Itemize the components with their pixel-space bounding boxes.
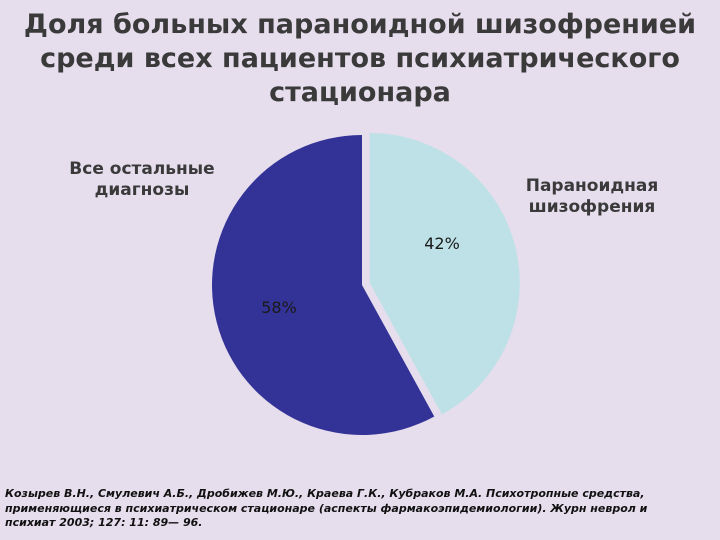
slice-value-label-2: 58% (261, 298, 297, 317)
chart-title-line-2: среди всех пациентов психиатрического (40, 43, 680, 74)
chart-title: Доля больных параноидной шизофренией сре… (0, 8, 720, 110)
source-line-2: применяющиеся в психиатрическом стациона… (5, 501, 648, 515)
pie-slice-1 (369, 133, 520, 415)
slice-category-label-2: Все остальные диагнозы (69, 159, 214, 200)
chart-title-line-1: Доля больных параноидной шизофренией (23, 9, 697, 40)
pie-slice-2 (212, 135, 435, 436)
source-line-1: Козырев В.Н., Смулевич А.Б., Дробижев М.… (5, 487, 645, 500)
slice-value-label-1: 42% (424, 234, 460, 253)
slice-category-label-1: Параноидная шизофрения (526, 176, 659, 217)
chart-title-line-3: стационара (269, 77, 451, 108)
source-line-3: психиат 2003; 127: 11: 89— 96. (5, 516, 203, 529)
source-citation: Козырев В.Н., Смулевич А.Б., Дробижев М.… (5, 487, 717, 531)
